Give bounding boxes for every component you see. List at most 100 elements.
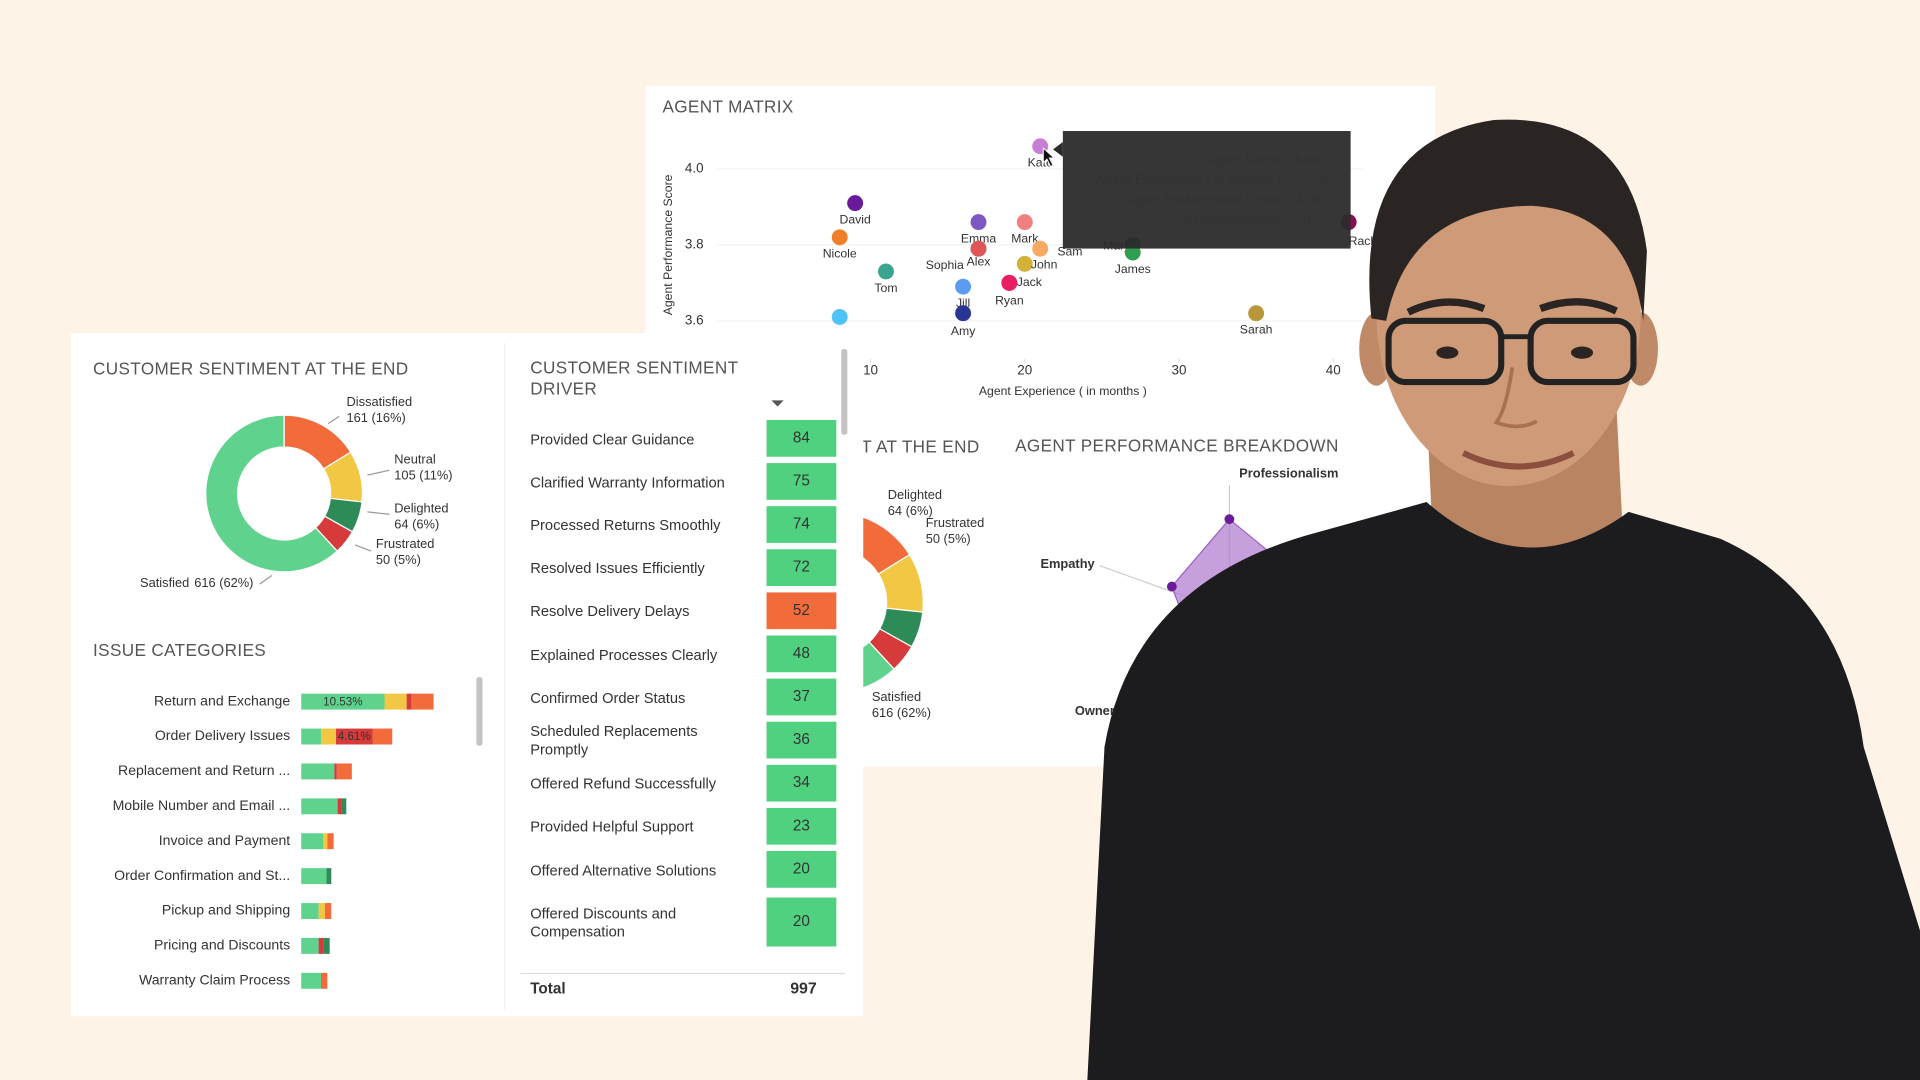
bar-segment [321,972,328,989]
tooltip-pointer [1053,142,1063,157]
slice-label: Delighted 64 (6%) [394,501,448,532]
bar-segment [324,903,332,919]
agent-label: Emma [961,231,997,245]
slice-value: 616 (62%) [194,575,253,590]
category-label: Return and Exchange [154,692,290,708]
scrollbar [476,677,483,746]
driver-label-box: Clarified Warranty Information [530,473,725,490]
tooltip-key: # Conversations [1184,212,1281,227]
panel-title: CUSTOMER SENTIMENT AT THE END [93,358,408,378]
cursor [1042,147,1056,168]
bar-segment [411,693,434,710]
slice-name: Delighted [888,487,942,502]
bar-segment [301,903,319,919]
agent-point [1001,274,1018,291]
slice-value: 64 (6%) [394,517,439,532]
driver-cell [766,592,837,630]
y-tick-label: 4.0 [685,161,704,176]
x-tick-label: 10 [863,363,878,378]
driver-value: 34 [793,774,811,791]
driver-cell [766,721,837,759]
tooltip [1062,131,1351,249]
slice-label: Satisfied 616 (62%) [872,689,931,720]
driver-value: 20 [793,913,810,930]
radar-label: Empathy [1040,556,1095,571]
bar-segment [323,937,330,954]
driver-cell [766,764,837,802]
bar-segment [301,763,335,780]
agent-label: Sarah [1240,323,1273,337]
dropdown-arrow[interactable] [771,400,784,407]
bar-segment [301,937,319,954]
agent-label: Nicole [823,247,857,261]
radar-label: Professionalism [1239,465,1338,480]
driver-cell [766,807,837,845]
bar-segment [406,693,412,710]
panel-title-box: CUSTOMER SENTIMENT DRIVER [530,357,739,398]
person [1087,119,1920,1080]
tooltip-value: 10 [1296,212,1311,227]
driver-label: Offered Discounts and Compensation [530,904,677,941]
driver-value: 74 [793,516,811,533]
bar-segment [301,693,385,710]
driver-cell [766,506,837,543]
driver-label: Processed Returns Smoothly [530,516,721,534]
slice-value: 105 (11%) [394,468,452,483]
bar-segment [327,833,334,850]
bar-segment [318,903,325,919]
agent-label: Tom [874,281,897,295]
driver-label-box: Processed Returns Smoothly [530,516,721,534]
slice-name: Dissatisfied [347,394,413,409]
agent-point [970,240,987,257]
driver-label: Offered Alternative Solutions [530,861,717,879]
leader-line [327,415,340,425]
agent-point [1016,255,1033,272]
driver-label-box: Offered Alternative Solutions [530,861,717,879]
bar-segment [318,937,324,954]
category-label: Mobile Number and Email ... [113,797,291,813]
panel-title: CUSTOMER SENTIMENT DRIVER [530,357,739,398]
bar-segment [372,728,393,745]
slice-name: Satisfied [140,575,189,590]
agent-point [1032,240,1049,257]
slice-name: Delighted [394,501,448,516]
driver-cell [766,897,837,947]
sentiment-panel [71,333,864,1017]
agent-point [831,229,848,246]
slice-name: Neutral [394,452,435,467]
driver-cell [766,851,837,888]
driver-label-box: Resolved Issues Efficiently [530,560,705,577]
agent-label: Sophia [926,258,964,272]
agent-label: John [1031,257,1058,271]
agent-label: Alex [967,254,991,268]
slice-label: Neutral 105 (11%) [394,452,452,483]
leader-line [367,511,390,515]
driver-value: 84 [793,429,811,446]
tooltip-key: Agent Name [1206,152,1281,167]
agent-label: Ryan [995,293,1024,307]
x-tick-label: 40 [1326,363,1341,378]
driver-label: Scheduled Replacements Promptly [530,722,698,759]
slice-label: Delighted 64 (6%) [888,487,942,518]
category-label: Pickup and Shipping [162,902,290,918]
bar-segment [323,833,328,850]
agent-point [831,309,848,325]
agent-label: David [839,213,870,227]
slice-label: Frustrated 50 (5%) [376,536,435,567]
slice-name: Satisfied [872,689,921,704]
driver-label-box: Explained Processes Clearly [530,646,717,663]
driver-value: 48 [793,645,810,662]
slice-value: 50 (5%) [926,531,971,546]
agent-label: Amy [951,324,976,338]
slice-name: Frustrated [926,515,985,530]
agent-label: Jack [1017,275,1043,289]
driver-value: 37 [793,688,810,705]
bar-segment [341,798,347,815]
driver-value: 23 [793,817,810,834]
bar-segment [301,833,324,850]
bar-segment [334,763,337,780]
bar-segment [384,693,407,710]
bar-value-label: 10.53% [323,695,362,708]
radar-point [1166,581,1177,592]
